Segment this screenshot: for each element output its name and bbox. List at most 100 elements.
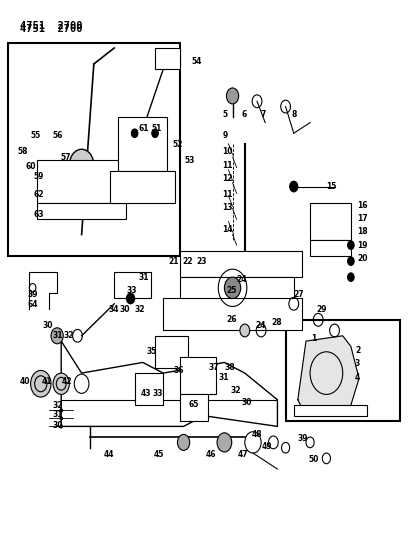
Text: 32: 32: [52, 401, 63, 409]
Text: 11: 11: [222, 190, 233, 199]
Circle shape: [53, 373, 69, 394]
Text: 30: 30: [52, 421, 63, 430]
Circle shape: [226, 88, 239, 104]
Text: 42: 42: [62, 377, 73, 385]
Text: 29: 29: [316, 305, 327, 313]
Text: 30: 30: [242, 398, 252, 407]
Text: 50: 50: [308, 455, 319, 464]
Bar: [37, 160, 126, 203]
Text: 18: 18: [357, 228, 368, 236]
Text: 25: 25: [226, 286, 237, 295]
Bar: [118, 117, 167, 171]
Text: 28: 28: [271, 318, 282, 327]
Text: 30: 30: [119, 305, 130, 313]
Circle shape: [31, 370, 51, 397]
Text: 30: 30: [43, 321, 53, 329]
Text: 22: 22: [182, 257, 193, 265]
Bar: [114, 272, 151, 298]
Text: 61: 61: [139, 125, 149, 133]
Circle shape: [60, 417, 62, 420]
Text: 24: 24: [237, 276, 247, 284]
Circle shape: [69, 149, 94, 181]
Bar: [310, 240, 351, 256]
Text: 48: 48: [252, 430, 262, 439]
Text: 31: 31: [218, 373, 229, 382]
Text: 2: 2: [355, 346, 360, 355]
Text: 60: 60: [25, 162, 36, 171]
Text: 57: 57: [60, 153, 71, 161]
Text: 20: 20: [357, 254, 368, 263]
Text: 56: 56: [52, 132, 62, 140]
Bar: [294, 405, 367, 416]
Circle shape: [60, 409, 62, 412]
Text: 36: 36: [173, 366, 184, 375]
Circle shape: [217, 433, 232, 452]
Text: 49: 49: [262, 442, 273, 451]
Bar: [180, 251, 302, 277]
Circle shape: [240, 324, 250, 337]
Circle shape: [126, 293, 135, 304]
Text: 31: 31: [139, 273, 149, 281]
Text: 16: 16: [357, 201, 368, 209]
Text: 1: 1: [311, 334, 316, 343]
Text: 62: 62: [33, 190, 44, 199]
Bar: [135, 373, 163, 405]
Text: 3: 3: [355, 359, 360, 368]
Text: 31: 31: [52, 332, 63, 340]
Text: 38: 38: [224, 364, 235, 372]
Text: 11: 11: [222, 161, 233, 169]
Text: 52: 52: [172, 141, 182, 149]
Text: 5: 5: [222, 110, 228, 119]
Bar: [155, 48, 180, 69]
Text: 39: 39: [297, 434, 308, 442]
Text: 27: 27: [294, 290, 304, 298]
Circle shape: [131, 129, 138, 138]
Text: 46: 46: [206, 450, 217, 458]
Text: 54: 54: [192, 57, 202, 66]
Text: 4: 4: [355, 373, 360, 382]
Text: 58: 58: [17, 148, 28, 156]
Text: 8: 8: [292, 110, 297, 119]
Text: 23: 23: [197, 257, 207, 265]
Text: 19: 19: [357, 241, 368, 249]
Text: 12: 12: [222, 174, 233, 183]
Text: 65: 65: [188, 400, 199, 408]
Text: 43: 43: [141, 389, 151, 398]
Text: 53: 53: [184, 157, 195, 165]
Text: 41: 41: [42, 377, 52, 385]
Text: 39: 39: [28, 290, 38, 298]
Text: 17: 17: [357, 214, 368, 223]
Text: 55: 55: [31, 132, 41, 140]
Text: 34: 34: [108, 305, 119, 313]
Circle shape: [348, 241, 354, 249]
Circle shape: [152, 129, 158, 138]
Text: 64: 64: [28, 301, 38, 309]
Bar: [163, 298, 302, 330]
Text: 32: 32: [135, 305, 145, 313]
Circle shape: [51, 328, 63, 344]
Polygon shape: [298, 336, 359, 416]
Bar: [8, 43, 180, 256]
Text: 9: 9: [222, 132, 228, 140]
Text: 63: 63: [33, 210, 44, 219]
Circle shape: [348, 257, 354, 265]
Text: 32: 32: [231, 386, 241, 394]
Bar: [180, 277, 294, 304]
Circle shape: [60, 425, 62, 428]
Text: 51: 51: [152, 125, 162, 133]
Bar: [110, 171, 175, 203]
Bar: [180, 394, 208, 421]
Text: 6: 6: [242, 110, 247, 119]
Text: 14: 14: [222, 225, 233, 233]
Bar: [155, 336, 188, 368]
Circle shape: [239, 269, 251, 285]
Text: 24: 24: [255, 321, 266, 329]
Text: 59: 59: [33, 173, 44, 181]
Text: 45: 45: [154, 450, 164, 458]
Text: 21: 21: [168, 257, 179, 265]
Circle shape: [177, 434, 190, 450]
Circle shape: [348, 273, 354, 281]
Text: 37: 37: [208, 364, 219, 372]
Text: 35: 35: [147, 348, 157, 356]
Bar: [37, 203, 126, 219]
